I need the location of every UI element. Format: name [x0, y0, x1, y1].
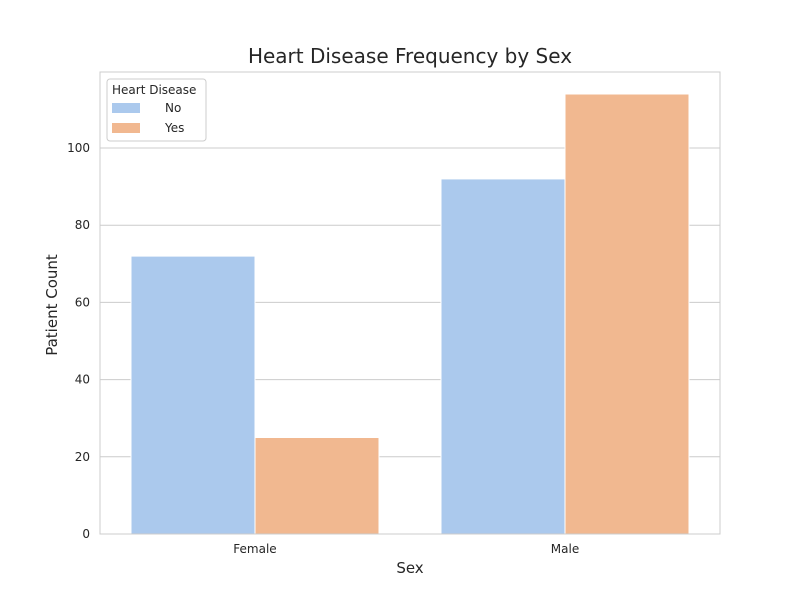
- y-tick-label: 60: [75, 295, 90, 309]
- legend: Heart Disease No Yes: [106, 78, 207, 142]
- legend-swatch-yes: [112, 123, 140, 133]
- legend-items: No Yes: [112, 101, 184, 135]
- x-axis-label: Sex: [396, 559, 423, 577]
- x-tick-label-female: Female: [233, 542, 276, 556]
- legend-swatch-no: [112, 103, 140, 113]
- y-tick-label: 20: [75, 450, 90, 464]
- bars: [130, 93, 690, 535]
- y-tick-label: 80: [75, 218, 90, 232]
- bar-female-no: [130, 255, 256, 535]
- bar-male-yes: [564, 93, 690, 535]
- legend-label-no: No: [165, 101, 181, 115]
- x-tick-label-male: Male: [551, 542, 579, 556]
- y-tick-label: 100: [67, 141, 90, 155]
- bar-male-no: [440, 178, 566, 535]
- legend-label-yes: Yes: [164, 121, 184, 135]
- bar-female-yes: [254, 437, 380, 535]
- plot-frame: [99, 71, 721, 535]
- y-tick-label: 40: [75, 373, 90, 387]
- x-axis-ticks: Female Male: [233, 542, 579, 556]
- y-axis-label: Patient Count: [43, 254, 61, 356]
- chart-title: Heart Disease Frequency by Sex: [248, 44, 572, 68]
- y-axis-ticks: 0 20 40 60 80 100: [67, 141, 90, 541]
- legend-title: Heart Disease: [112, 83, 196, 97]
- y-tick-label: 0: [82, 527, 90, 541]
